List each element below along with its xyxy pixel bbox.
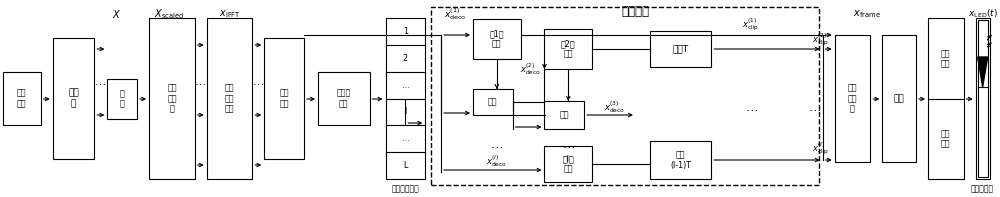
Text: 数模
转换: 数模 转换 [941, 49, 951, 69]
Text: …: … [401, 134, 409, 143]
FancyBboxPatch shape [107, 79, 137, 119]
FancyBboxPatch shape [544, 29, 592, 69]
Text: $X_{\rm scaled}$: $X_{\rm scaled}$ [154, 7, 184, 21]
Text: $x_{\rm LED}(t)$: $x_{\rm LED}(t)$ [968, 8, 998, 20]
Text: 信噪比
寻优: 信噪比 寻优 [337, 89, 351, 108]
Text: 符号分解次数: 符号分解次数 [391, 185, 419, 193]
FancyBboxPatch shape [207, 18, 252, 179]
FancyBboxPatch shape [544, 101, 584, 129]
Text: $x_{\rm IFFT}$: $x_{\rm IFFT}$ [219, 8, 242, 20]
Text: …: … [746, 100, 758, 113]
FancyBboxPatch shape [978, 20, 988, 177]
Text: …: … [401, 81, 409, 90]
Text: 调制
器: 调制 器 [68, 89, 79, 108]
Text: 发光二极管: 发光二极管 [971, 185, 994, 193]
Text: …: … [253, 77, 264, 87]
Text: …: … [195, 77, 206, 87]
Text: l: l [404, 107, 406, 116]
Text: 1: 1 [403, 27, 408, 36]
Text: $X$: $X$ [112, 8, 121, 20]
Text: 相减: 相减 [560, 111, 569, 120]
Text: 延迟T: 延迟T [673, 45, 689, 54]
Polygon shape [978, 57, 988, 87]
Text: 符号分解: 符号分解 [622, 5, 650, 18]
FancyBboxPatch shape [149, 18, 195, 179]
Text: $x^{(2)}_{\rm deco}$: $x^{(2)}_{\rm deco}$ [520, 61, 541, 77]
Text: 第1次
限幅: 第1次 限幅 [490, 29, 504, 49]
FancyBboxPatch shape [264, 38, 304, 159]
Text: $x^{(l)}_{\rm clip}$: $x^{(l)}_{\rm clip}$ [812, 141, 829, 157]
Text: 并串
转换: 并串 转换 [279, 89, 289, 108]
FancyBboxPatch shape [650, 141, 711, 179]
Text: L: L [403, 161, 408, 170]
FancyBboxPatch shape [544, 146, 592, 182]
Text: 加循
环前
缓: 加循 环前 缓 [848, 84, 857, 113]
Text: 映
射: 映 射 [120, 89, 125, 109]
FancyBboxPatch shape [3, 72, 41, 125]
FancyBboxPatch shape [53, 38, 94, 159]
FancyBboxPatch shape [473, 89, 513, 115]
Text: $x^{(2)}_{\rm clip}$: $x^{(2)}_{\rm clip}$ [812, 32, 829, 48]
Text: $x^{(1)}_{\rm deco}$: $x^{(1)}_{\rm deco}$ [444, 6, 466, 22]
FancyBboxPatch shape [928, 18, 964, 179]
Text: 组帧: 组帧 [894, 94, 905, 103]
Text: …: … [808, 100, 821, 113]
FancyBboxPatch shape [386, 18, 425, 179]
Text: $x^{(l)}_{\rm deco}$: $x^{(l)}_{\rm deco}$ [486, 153, 507, 169]
Text: …: … [562, 138, 575, 151]
Text: 延迟
(l-1)T: 延迟 (l-1)T [670, 150, 691, 170]
Text: 逆傅
里叶
变换: 逆傅 里叶 变换 [225, 84, 234, 113]
Text: 第l次
限幅: 第l次 限幅 [562, 154, 574, 174]
Text: 相减: 相减 [488, 98, 498, 107]
Text: …: … [491, 138, 503, 151]
FancyBboxPatch shape [318, 72, 370, 125]
Text: …: … [95, 77, 106, 87]
Text: 预尺
度变
换: 预尺 度变 换 [167, 84, 177, 113]
Text: 2: 2 [403, 54, 408, 63]
FancyBboxPatch shape [882, 35, 916, 162]
Text: $x^{(1)}_{\rm clip}$: $x^{(1)}_{\rm clip}$ [742, 17, 759, 33]
FancyBboxPatch shape [473, 19, 521, 59]
Text: 第2次
限幅: 第2次 限幅 [561, 39, 576, 59]
FancyBboxPatch shape [976, 18, 990, 179]
Text: $x_{\rm frame}$: $x_{\rm frame}$ [853, 8, 881, 20]
Text: $x^{(3)}_{\rm deco}$: $x^{(3)}_{\rm deco}$ [604, 99, 625, 115]
Text: 直流
偏置: 直流 偏置 [941, 129, 951, 149]
FancyBboxPatch shape [650, 31, 711, 67]
Text: 信息
序列: 信息 序列 [17, 89, 27, 108]
FancyBboxPatch shape [835, 35, 870, 162]
